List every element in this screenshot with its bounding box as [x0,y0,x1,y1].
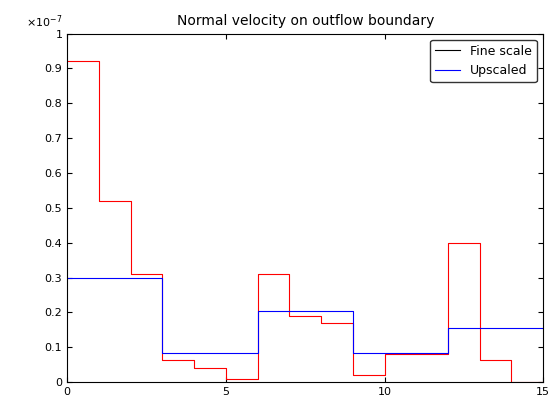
Text: $\times10^{-7}$: $\times10^{-7}$ [26,13,63,30]
Title: Normal velocity on outflow boundary: Normal velocity on outflow boundary [176,14,434,28]
Legend: Fine scale, Upscaled: Fine scale, Upscaled [430,40,537,82]
